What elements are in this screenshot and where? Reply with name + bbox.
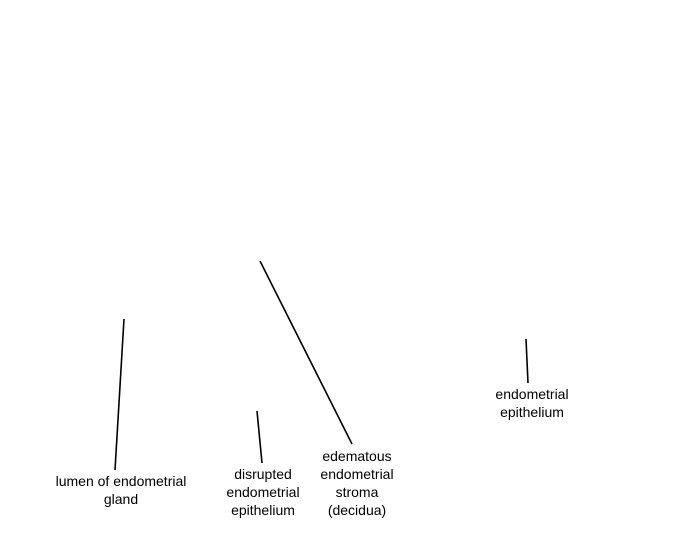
- label-line: epithelium: [500, 404, 564, 420]
- label-line: stroma: [335, 484, 379, 500]
- leader-line-disrupted-epithelium: [256, 410, 263, 464]
- label-line: (decidua): [327, 502, 387, 518]
- label-edematous-endometrial-stroma: edematous endometrial stroma (decidua): [302, 447, 412, 519]
- label-line: endometrial: [495, 386, 569, 402]
- label-lumen-of-endometrial-gland: lumen of endometrial gland: [36, 472, 206, 508]
- label-line: edematous: [322, 448, 392, 464]
- label-line: endometrial: [320, 466, 394, 482]
- leader-line-stroma: [259, 260, 353, 445]
- leader-line-lumen: [114, 318, 125, 471]
- label-line: gland: [103, 491, 139, 507]
- leader-line-epithelium: [525, 338, 529, 384]
- label-line: lumen of endometrial: [55, 473, 187, 489]
- label-disrupted-endometrial-epithelium: disrupted endometrial epithelium: [200, 465, 326, 519]
- label-line: disrupted: [234, 466, 292, 482]
- label-line: endometrial: [226, 484, 300, 500]
- label-endometrial-epithelium: endometrial epithelium: [472, 385, 592, 421]
- label-line: epithelium: [231, 502, 295, 518]
